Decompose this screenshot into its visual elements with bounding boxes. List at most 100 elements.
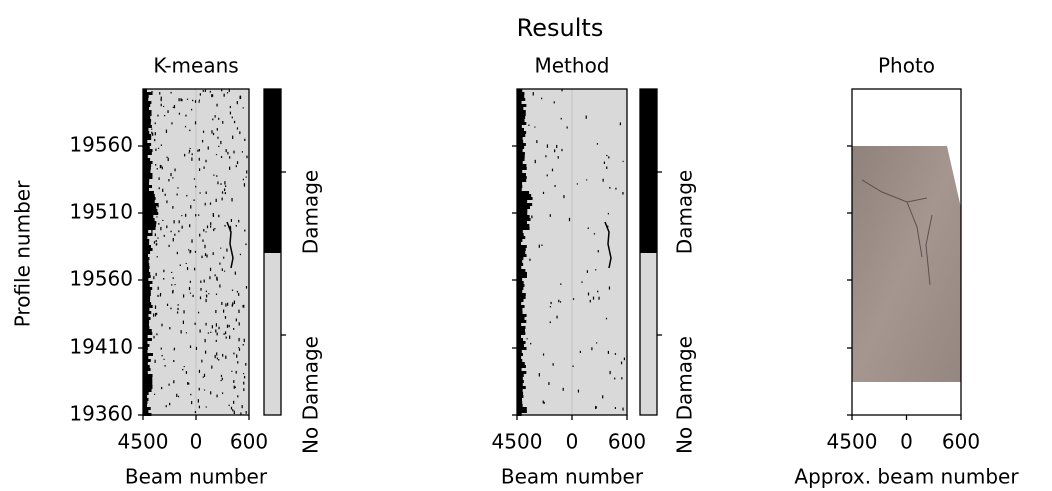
damage-speck (189, 345, 192, 349)
damage-speck (614, 377, 616, 380)
damage-band (517, 368, 522, 371)
damage-band (517, 245, 527, 248)
damage-speck (169, 402, 171, 406)
damage-speck (202, 239, 204, 242)
damage-speck (587, 292, 590, 296)
damage-band (517, 233, 524, 236)
damage-band (143, 251, 151, 254)
damage-speck (197, 311, 200, 314)
damage-band (517, 260, 523, 263)
damage-speck (221, 301, 223, 306)
photo (852, 146, 961, 382)
damage-band (517, 149, 523, 152)
damage-speck (233, 400, 235, 404)
damage-speck (220, 374, 223, 377)
damage-speck (215, 323, 217, 327)
panel-title: K-means (153, 54, 238, 78)
damage-band (143, 356, 149, 359)
damage-speck (238, 322, 240, 326)
damage-speck (156, 216, 158, 218)
damage-band (517, 398, 523, 401)
damage-band (517, 155, 525, 158)
damage-speck (579, 350, 581, 353)
damage-speck (235, 165, 237, 168)
damage-speck (210, 391, 212, 395)
damage-speck (534, 126, 536, 128)
damage-speck (153, 276, 155, 280)
damage-speck (241, 151, 243, 153)
damage-band (517, 176, 527, 179)
x-axis-label: Beam number (501, 465, 644, 489)
damage-speck (608, 156, 610, 159)
damage-speck (157, 237, 159, 239)
damage-speck (166, 200, 168, 204)
damage-band (517, 272, 527, 275)
damage-band (143, 248, 153, 251)
damage-band (517, 251, 526, 254)
damage-speck (157, 286, 159, 290)
damage-speck (170, 91, 172, 94)
damage-band (517, 350, 522, 353)
damage-speck (614, 407, 617, 409)
damage-speck (608, 286, 611, 290)
damage-speck (225, 336, 227, 339)
damage-band (143, 191, 154, 194)
damage-speck (221, 191, 224, 194)
damage-speck (229, 156, 231, 159)
damage-band (517, 287, 524, 290)
damage-speck (154, 233, 156, 237)
damage-speck (621, 377, 623, 380)
damage-speck (163, 277, 165, 280)
damage-speck (598, 296, 600, 300)
x-tick-label: 0 (190, 430, 203, 454)
damage-speck (554, 149, 556, 153)
damage-speck (607, 225, 609, 228)
damage-band (143, 179, 150, 182)
damage-speck (587, 227, 589, 229)
damage-speck (550, 301, 552, 305)
damage-band (517, 320, 527, 323)
damage-speck (245, 286, 248, 289)
damage-band (517, 230, 523, 233)
damage-band (517, 203, 533, 206)
damage-speck (596, 143, 599, 145)
damage-band (143, 266, 150, 269)
damage-band (517, 140, 524, 143)
damage-band (143, 326, 150, 329)
damage-speck (206, 225, 209, 229)
colorbar-label: No Damage (673, 336, 697, 454)
damage-band (517, 266, 522, 269)
damage-speck (217, 136, 219, 139)
damage-band (517, 323, 522, 326)
damage-speck (232, 135, 234, 139)
damage-speck (216, 103, 218, 107)
damage-speck (198, 157, 200, 161)
damage-speck (215, 154, 218, 156)
damage-speck (242, 373, 245, 375)
damage-speck (609, 370, 611, 375)
damage-band (143, 278, 149, 281)
damage-band (517, 305, 525, 308)
damage-band (517, 224, 530, 227)
damage-speck (205, 159, 207, 163)
damage-speck (623, 357, 626, 361)
damage-speck (215, 309, 217, 314)
damage-band (517, 227, 530, 230)
damage-speck (156, 333, 158, 336)
damage-speck (592, 296, 595, 300)
damage-speck (159, 292, 162, 296)
damage-band (517, 125, 522, 128)
damage-speck (204, 202, 206, 206)
damage-speck (223, 93, 225, 97)
damage-band (517, 170, 523, 173)
damage-speck (233, 410, 235, 415)
damage-speck (191, 153, 193, 156)
damage-band (517, 221, 528, 224)
damage-speck (208, 293, 210, 295)
damage-speck (620, 361, 623, 365)
damage-speck (542, 353, 545, 356)
damage-speck (188, 287, 191, 291)
damage-speck (559, 301, 562, 303)
damage-speck (214, 274, 216, 277)
damage-speck (170, 230, 172, 233)
